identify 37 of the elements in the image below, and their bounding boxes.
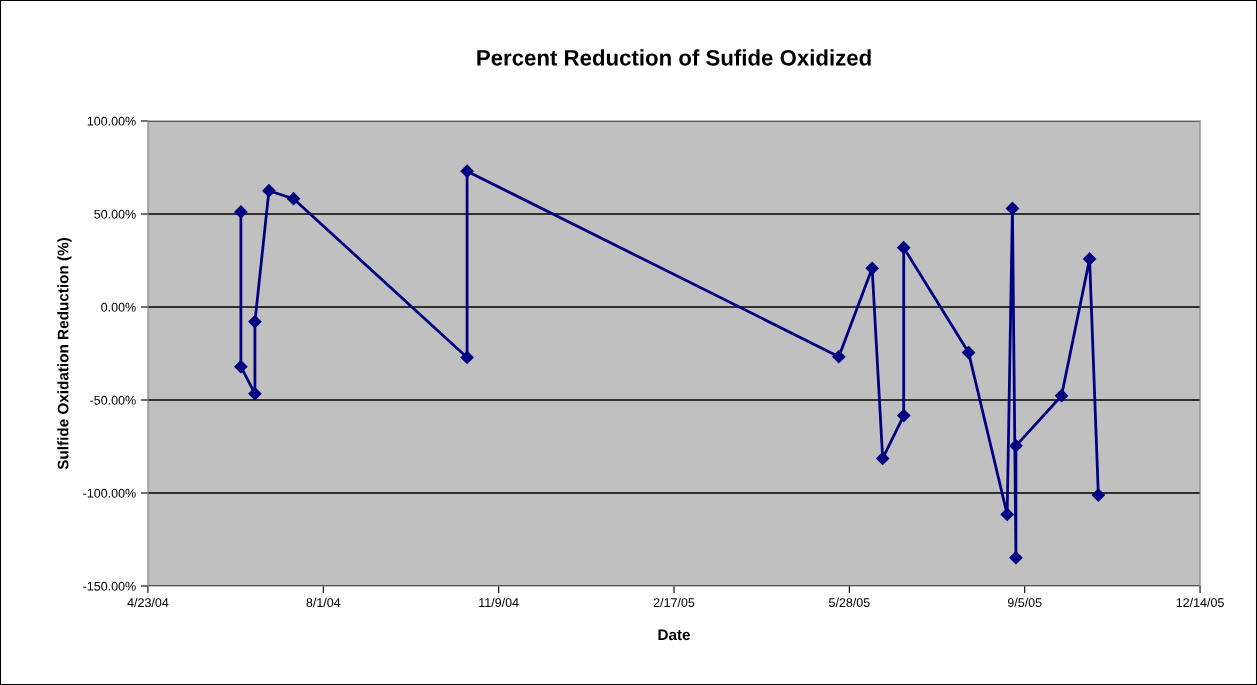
x-tick-label: 9/5/05 bbox=[1007, 597, 1042, 607]
point bbox=[896, 408, 911, 423]
point bbox=[961, 345, 976, 360]
y-tick-label: -100.00% bbox=[83, 488, 136, 498]
y-axis-title: Sulfide Oxidation Reduction (%) bbox=[57, 237, 72, 470]
point bbox=[248, 386, 262, 401]
point bbox=[1091, 488, 1106, 502]
x-tick-label: 11/9/04 bbox=[479, 597, 519, 607]
point bbox=[875, 451, 890, 466]
y-tick-label: 0.00% bbox=[101, 302, 136, 312]
point bbox=[865, 261, 880, 276]
point bbox=[1009, 438, 1023, 453]
point bbox=[1054, 388, 1069, 403]
point bbox=[831, 349, 846, 364]
y-tick-label: 50.00% bbox=[94, 209, 136, 219]
y-tick-label: 100.00% bbox=[87, 116, 136, 126]
y-tick-label: -50.00% bbox=[90, 395, 136, 405]
x-axis-title: Date bbox=[658, 629, 691, 641]
point bbox=[1005, 201, 1020, 216]
point bbox=[896, 240, 911, 255]
point bbox=[460, 164, 474, 179]
y-tick-label: -150.00% bbox=[83, 581, 136, 591]
point bbox=[1082, 252, 1097, 266]
x-tick-label: 5/28/05 bbox=[829, 597, 870, 607]
x-tick-label: 2/17/05 bbox=[653, 597, 695, 607]
x-tick-label: 4/23/04 bbox=[127, 597, 169, 607]
point bbox=[262, 183, 276, 198]
point bbox=[460, 350, 474, 365]
point bbox=[234, 205, 248, 219]
point bbox=[248, 314, 262, 329]
point bbox=[1009, 550, 1023, 565]
point bbox=[286, 191, 301, 206]
chart-title: Percent Reduction of Sufide Oxidized bbox=[477, 49, 871, 66]
x-tick-label: 12/14/05 bbox=[1176, 597, 1224, 607]
x-tick-label: 8/1/04 bbox=[306, 597, 341, 607]
point bbox=[1000, 507, 1015, 522]
point bbox=[234, 359, 248, 374]
